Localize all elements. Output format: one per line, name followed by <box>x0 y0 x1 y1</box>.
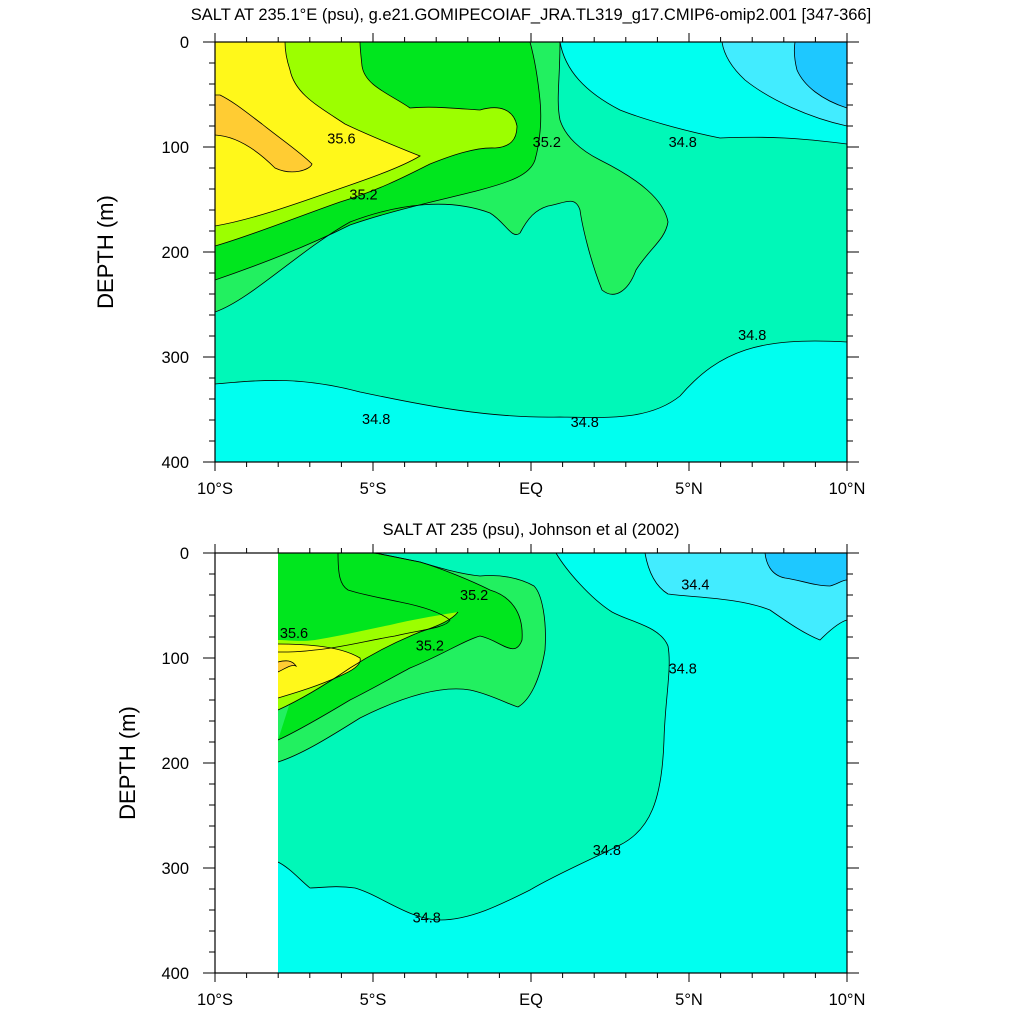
y-tick-label: 300 <box>161 860 189 878</box>
contour-label: 35.6 <box>280 626 308 642</box>
panel-observations-contour-lines <box>278 553 847 921</box>
band-gt-35-8 <box>215 95 312 172</box>
contour-label: 34.8 <box>362 412 390 428</box>
contour-label: 35.2 <box>416 638 444 654</box>
contour-label: 34.8 <box>571 415 599 431</box>
x-tick-label: 10°S <box>197 480 233 498</box>
band-35-6-to-35-8 <box>215 42 420 226</box>
contour-line <box>215 42 518 247</box>
contour-line <box>278 643 361 699</box>
contour-label: 34.8 <box>413 910 441 926</box>
panel-observations-contour-labels: 34.4 35.2 35.6 35.2 34.8 34.8 34.8 <box>280 578 710 927</box>
contour-label: 35.6 <box>327 132 355 148</box>
contour-line <box>278 553 523 741</box>
contour-label: 34.8 <box>669 135 697 151</box>
contour-line <box>721 42 847 127</box>
panel-observations-fill <box>278 553 847 973</box>
panel-model-contour-lines <box>215 42 847 418</box>
contour-line <box>764 553 847 587</box>
band-gt-35-8 <box>278 660 296 672</box>
contour-line <box>215 94 313 173</box>
x-tick-label: 5°N <box>675 480 703 498</box>
contour-label: 35.2 <box>349 187 377 203</box>
y-tick-label: 400 <box>161 454 189 472</box>
contour-label: 34.8 <box>669 662 697 678</box>
band-35-6-to-35-8 <box>278 644 361 698</box>
contour-line <box>278 553 670 921</box>
panel-model-axes: 10°S 5°S EQ 5°N 10°N 0 100 200 300 400 <box>161 33 865 498</box>
contour-line <box>794 42 847 109</box>
y-tick-label: 0 <box>180 34 189 52</box>
x-tick-label: EQ <box>519 991 543 1009</box>
panel-model-ylabel: DEPTH (m) <box>93 195 118 309</box>
x-tick-label: 5°S <box>360 991 387 1009</box>
y-tick-label: 400 <box>161 965 189 983</box>
contour-line <box>215 42 669 313</box>
panel-model-title: SALT AT 235.1°E (psu), g.e21.GOMIPECOIAF… <box>191 6 871 24</box>
contour-label: 35.2 <box>460 588 488 604</box>
contour-label: 34.4 <box>681 578 709 594</box>
panel-model-fill <box>215 42 847 462</box>
panel-observations-axes: 10°S 5°S EQ 5°N 10°N 0 100 200 300 400 <box>161 544 865 1009</box>
x-tick-label: 10°N <box>829 991 866 1009</box>
y-tick-label: 200 <box>161 755 189 773</box>
contour-line <box>215 42 542 281</box>
contour-line <box>215 42 421 227</box>
y-tick-label: 100 <box>161 650 189 668</box>
panel-observations: SALT AT 235 (psu), Johnson et al (2002) <box>115 521 865 1009</box>
contour-line <box>278 553 451 653</box>
panel-observations-ylabel: DEPTH (m) <box>115 706 140 820</box>
y-tick-label: 200 <box>161 244 189 262</box>
panel-model-contour-labels: 35.6 35.2 34.8 35.2 34.8 34.8 34.8 <box>327 132 766 432</box>
x-tick-label: 5°S <box>360 480 387 498</box>
contour-line <box>278 611 459 711</box>
x-tick-label: 10°N <box>829 480 866 498</box>
contour-line <box>215 340 847 418</box>
contour-label: 34.8 <box>593 843 621 859</box>
x-tick-label: 5°N <box>675 991 703 1009</box>
contour-label: 35.2 <box>533 135 561 151</box>
y-tick-label: 100 <box>161 139 189 157</box>
contour-line <box>278 553 546 763</box>
band-lt-34-4 <box>794 42 847 108</box>
contour-line <box>559 42 847 145</box>
contour-line <box>644 553 847 641</box>
x-tick-label: 10°S <box>197 991 233 1009</box>
y-tick-label: 0 <box>180 545 189 563</box>
band-34-6-to-34-8-lower <box>215 340 847 462</box>
y-tick-label: 300 <box>161 349 189 367</box>
contour-line <box>278 660 298 673</box>
panel-observations-title: SALT AT 235 (psu), Johnson et al (2002) <box>383 521 680 539</box>
contour-label: 34.8 <box>738 328 766 344</box>
x-tick-label: EQ <box>519 480 543 498</box>
panel-model: SALT AT 235.1°E (psu), g.e21.GOMIPECOIAF… <box>93 6 871 498</box>
